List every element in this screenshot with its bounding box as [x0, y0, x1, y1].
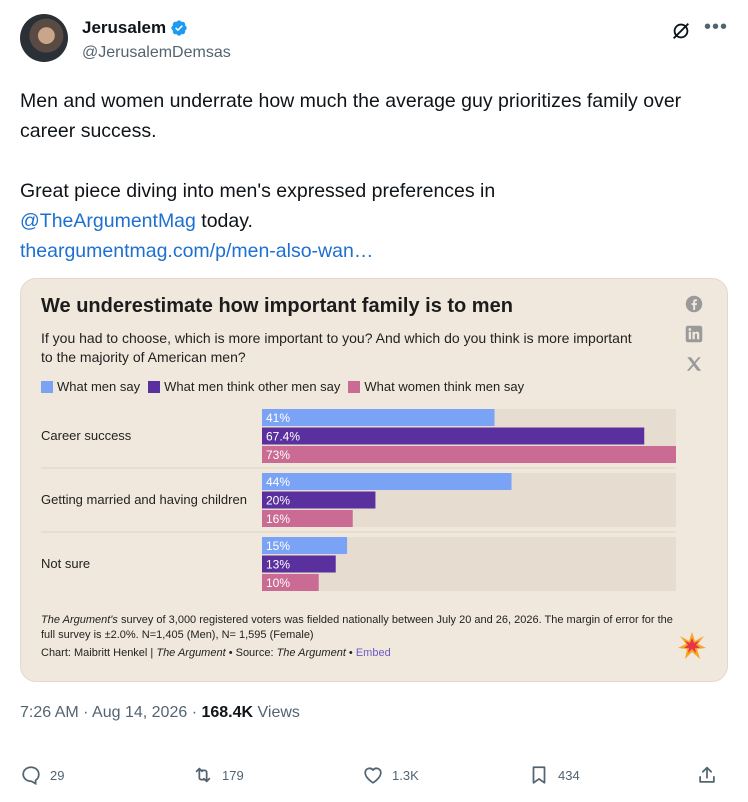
legend-swatch [148, 380, 161, 393]
heart-icon [364, 767, 382, 784]
bar-value-label: 67.4% [266, 430, 300, 444]
bar-value-label: 41% [266, 411, 290, 425]
footnote-source: The Argument's [41, 614, 118, 626]
name-row: Jerusalem [82, 18, 188, 38]
bar-value-label: 13% [266, 558, 290, 572]
legend-item: What men think other men say [148, 379, 340, 394]
bar [262, 409, 495, 426]
category-label: Getting married and having children [41, 492, 247, 507]
more-options-icon[interactable]: ••• [703, 16, 728, 38]
bar [262, 574, 319, 591]
credit-prefix: Chart: Maibritt Henkel | [41, 647, 157, 659]
bar-value-label: 44% [266, 475, 290, 489]
legend-swatch [41, 380, 53, 393]
like-button[interactable]: 1.3K [362, 764, 419, 786]
chart-footnote: The Argument's survey of 3,000 registere… [41, 613, 681, 643]
chart-legend: What men say What men think other men sa… [41, 379, 532, 394]
credit-source-prefix: • Source: [225, 647, 277, 659]
like-count: 1.3K [392, 767, 419, 783]
meta-separator: · [187, 704, 202, 721]
legend-label: What men think other men say [164, 379, 341, 394]
bar-value-label: 15% [266, 539, 290, 553]
burst-logo-icon [678, 632, 706, 659]
tweet-line-2-suffix: today. [195, 210, 253, 232]
reply-count: 29 [50, 767, 65, 783]
x-icon[interactable] [685, 355, 703, 373]
tweet-text: Men and women underrate how much the ave… [20, 86, 720, 266]
tweet-time[interactable]: 7:26 AM [20, 704, 79, 721]
legend-item: What women think men say [348, 379, 524, 394]
bar-chart: Career success 41% 67.4% 73% Getting married… [41, 409, 676, 591]
bookmark-icon [532, 766, 546, 784]
credit-source: The Argument [276, 647, 346, 659]
legend-label: What women think men say [364, 379, 525, 394]
views-count: 168.4K [201, 704, 254, 721]
chart-credits: Chart: Maibritt Henkel | The Argument • … [41, 647, 391, 659]
display-name[interactable]: Jerusalem [82, 18, 167, 37]
action-bar: 29 179 1.3K 434 [20, 764, 728, 792]
tweet-header: Jerusalem @JerusalemDemsas ••• [20, 14, 728, 68]
tweet-line-1: Men and women underrate how much the ave… [20, 90, 682, 142]
bookmark-button[interactable]: 434 [528, 764, 580, 786]
bar-value-label: 16% [266, 512, 290, 526]
handle[interactable]: @JerusalemDemsas [82, 44, 231, 61]
reply-icon [22, 766, 40, 786]
facebook-icon[interactable] [685, 295, 703, 313]
category-label: Not sure [41, 556, 90, 571]
bookmark-count: 434 [558, 767, 580, 783]
views-label: Views [253, 704, 300, 721]
article-link[interactable]: theargumentmag.com/p/men-also-wan… [20, 240, 374, 262]
bar [262, 491, 376, 509]
chart-subtitle: If you had to choose, which is more impo… [41, 330, 632, 365]
meta-separator: · [78, 704, 93, 721]
mention-link[interactable]: @TheArgumentMag [20, 210, 196, 232]
repost-button[interactable]: 179 [192, 764, 244, 786]
bar-value-label: 10% [266, 576, 290, 590]
repost-icon [195, 767, 211, 783]
share-icon [699, 766, 715, 783]
grok-icon[interactable] [670, 20, 692, 42]
category-label: Career success [41, 428, 132, 443]
share-icons [685, 295, 705, 385]
bar [262, 473, 512, 490]
credit-separator: • [345, 647, 356, 659]
tweet-line-2: Great piece diving into men's expressed … [20, 176, 720, 236]
embed-link[interactable]: Embed [355, 647, 391, 659]
bar [262, 555, 336, 573]
chart-card[interactable]: We underestimate how important family is… [20, 278, 728, 682]
verified-badge-icon [171, 20, 187, 36]
bar [262, 446, 676, 463]
footnote-text: survey of 3,000 registered voters was fi… [41, 614, 673, 641]
legend-item: What men say [41, 379, 140, 394]
share-button[interactable] [696, 764, 726, 786]
repost-count: 179 [222, 767, 244, 783]
legend-label: What men say [57, 379, 141, 394]
tweet-line-2-prefix: Great piece diving into men's expressed … [20, 180, 496, 202]
tweet-date[interactable]: Aug 14, 2026 [92, 704, 188, 721]
legend-swatch [348, 380, 361, 393]
bar [262, 510, 353, 527]
linkedin-icon[interactable] [685, 325, 703, 343]
reply-button[interactable]: 29 [20, 764, 64, 786]
chart-title: We underestimate how important family is… [41, 295, 513, 317]
credit-publication: The Argument [156, 647, 226, 659]
bar-value-label: 20% [266, 494, 290, 508]
tweet-meta: 7:26 AM · Aug 14, 2026 · 168.4K Views [20, 704, 300, 722]
bar [262, 537, 348, 554]
bar [262, 427, 645, 445]
avatar[interactable] [20, 14, 68, 62]
bar-value-label: 73% [266, 448, 290, 462]
